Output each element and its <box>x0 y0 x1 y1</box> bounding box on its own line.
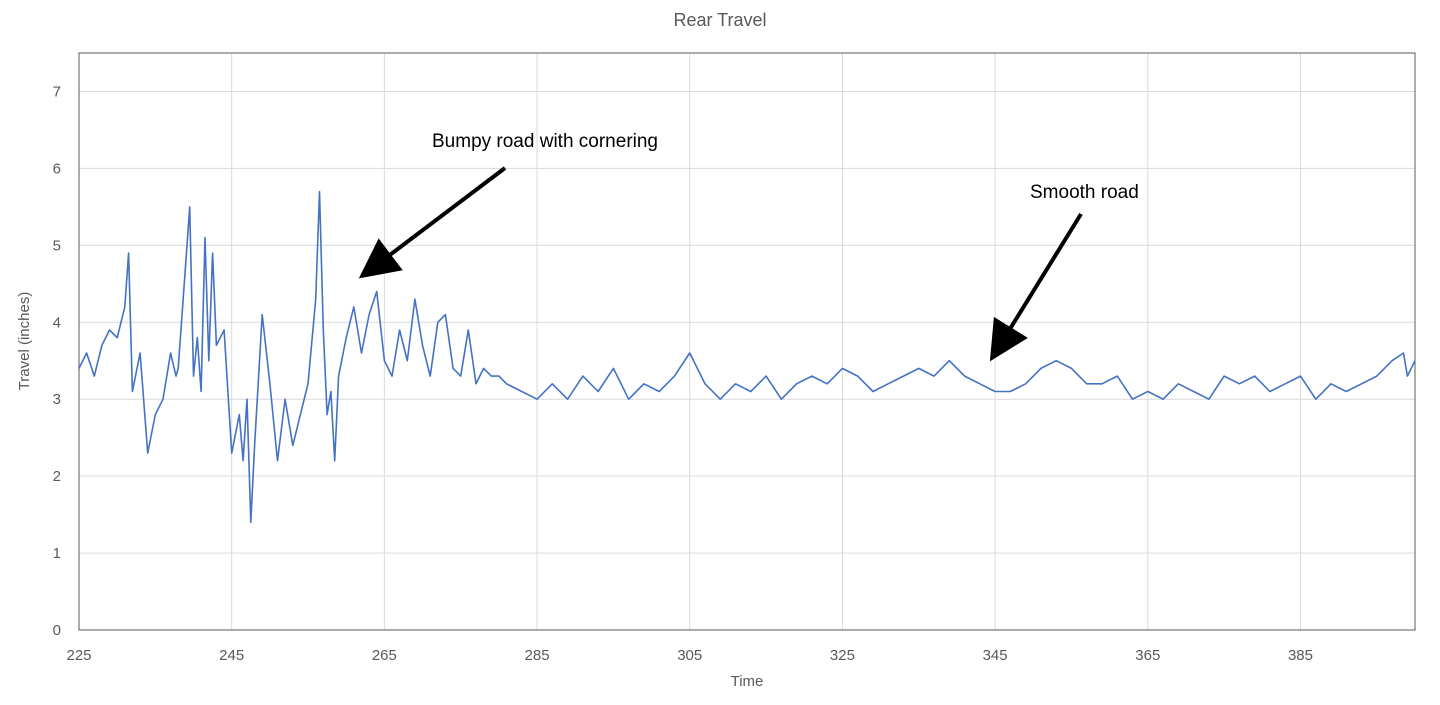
y-tick-label: 0 <box>53 622 61 639</box>
x-tick-label: 385 <box>1288 647 1313 664</box>
y-tick-label: 1 <box>53 545 61 562</box>
x-tick-label: 225 <box>66 647 91 664</box>
y-axis-label: Travel (inches) <box>16 292 33 391</box>
plot-area-border <box>78 52 1416 631</box>
y-tick-label: 2 <box>53 468 61 485</box>
annotation-bumpy-road: Bumpy road with cornering <box>432 131 658 152</box>
annotation-smooth-road: Smooth road <box>1030 182 1139 203</box>
x-tick-label: 365 <box>1135 647 1160 664</box>
x-tick-label: 305 <box>677 647 702 664</box>
x-tick-label: 285 <box>525 647 550 664</box>
gridlines <box>79 53 1415 630</box>
x-tick-label: 345 <box>983 647 1008 664</box>
y-tick-label: 5 <box>53 237 61 254</box>
x-tick-label: 245 <box>219 647 244 664</box>
series-line-rear-travel <box>78 190 1416 524</box>
y-tick-label: 7 <box>53 83 61 100</box>
x-axis-label: Time <box>731 673 764 690</box>
y-axis-ticks: 0 1 2 3 4 5 6 7 <box>53 83 61 639</box>
y-tick-label: 3 <box>53 391 61 408</box>
x-tick-label: 265 <box>372 647 397 664</box>
x-axis-ticks: 225 245 265 285 305 325 345 365 385 <box>66 647 1313 664</box>
y-tick-label: 6 <box>53 160 61 177</box>
chart-title: Rear Travel <box>673 10 766 30</box>
y-tick-label: 4 <box>53 314 61 331</box>
x-tick-label: 325 <box>830 647 855 664</box>
annotation-arrow-bumpy-road <box>358 166 507 279</box>
annotation-arrow-smooth-road <box>989 212 1083 362</box>
